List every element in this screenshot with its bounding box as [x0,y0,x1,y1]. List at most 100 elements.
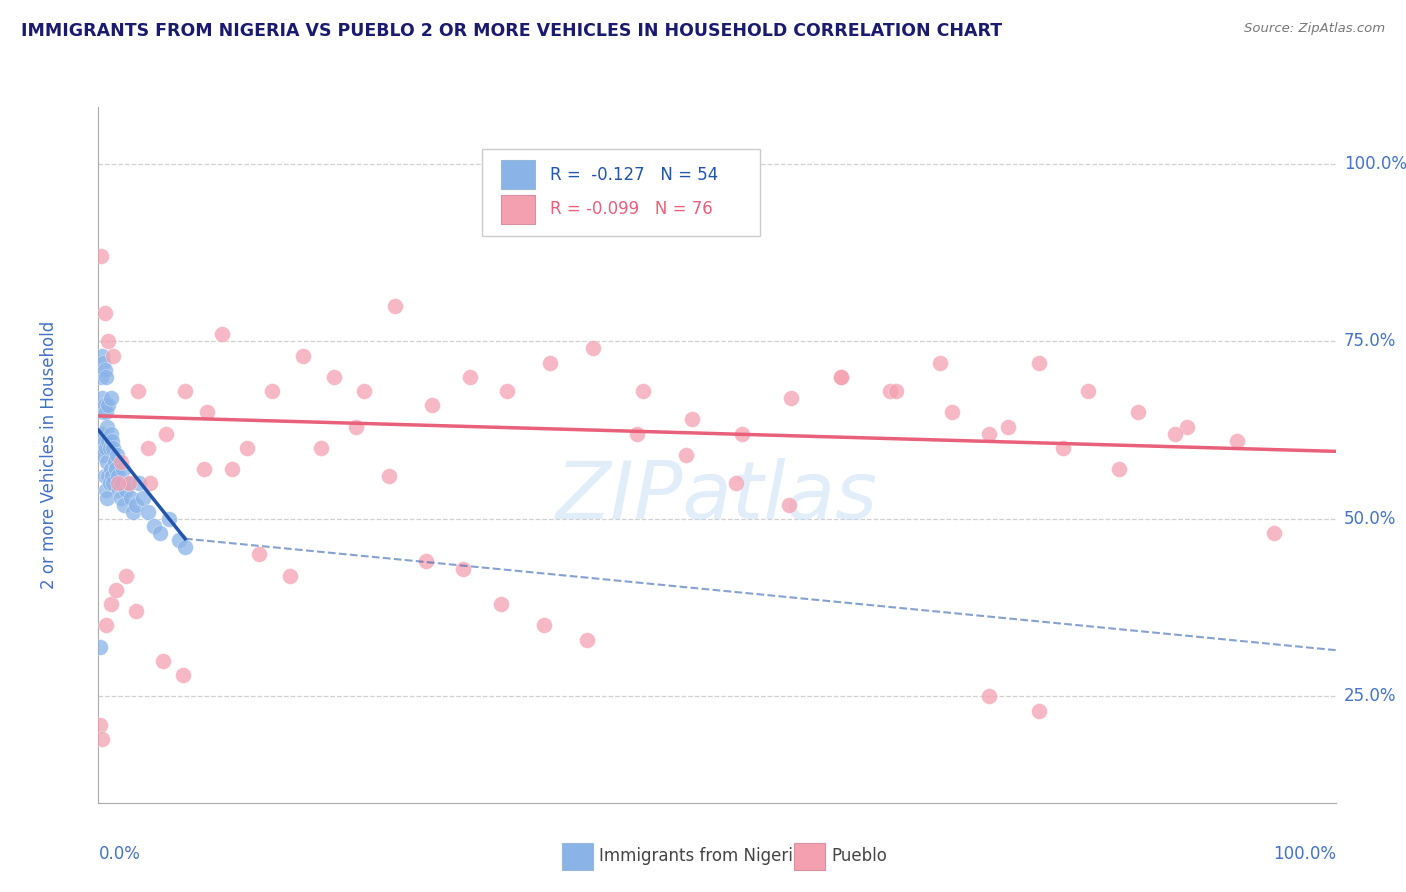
Point [97,334,120,349]
Point [128,476,150,491]
Point [626,426,648,441]
Point [97,434,120,448]
Text: Source: ZipAtlas.com: Source: ZipAtlas.com [1244,22,1385,36]
Point [1077,384,1099,398]
Point [1263,526,1285,541]
Point [193,462,215,476]
Point [675,448,697,462]
Text: Immigrants from Nigeria: Immigrants from Nigeria [599,847,803,865]
Point [155,426,177,441]
Point [1126,405,1149,419]
Point [103,441,125,455]
Point [94,441,117,455]
Point [681,412,703,426]
Point [1226,434,1249,448]
Text: Pueblo: Pueblo [831,847,887,865]
Point [124,604,146,618]
Point [576,632,599,647]
Point [291,349,314,363]
Point [1108,462,1130,476]
Point [93,306,115,320]
Point [415,554,437,568]
Point [731,426,754,441]
Point [979,690,1001,704]
Point [195,405,218,419]
Point [344,419,367,434]
Point [104,582,127,597]
Point [107,469,129,483]
Point [157,512,180,526]
Point [91,391,114,405]
Point [997,419,1019,434]
Point [91,349,114,363]
Point [152,654,174,668]
Point [221,462,243,476]
Point [353,384,375,398]
Point [93,356,115,370]
Point [260,384,283,398]
Point [489,597,512,611]
Point [110,455,132,469]
Point [167,533,190,548]
Point [93,448,115,462]
Point [114,483,136,498]
Point [91,731,114,746]
Bar [501,194,536,224]
Point [928,356,950,370]
Point [136,505,159,519]
Point [94,405,117,419]
Point [127,384,149,398]
Point [100,426,122,441]
Point [422,398,444,412]
Point [378,469,401,483]
Point [830,369,852,384]
Point [94,618,117,632]
Point [1028,704,1050,718]
Point [172,668,194,682]
Point [1028,356,1050,370]
Point [631,384,654,398]
Point [108,483,131,498]
Point [174,384,197,398]
Point [89,717,111,731]
Point [149,526,172,541]
Point [98,476,121,491]
Point [211,327,233,342]
Text: R =  -0.127   N = 54: R = -0.127 N = 54 [550,166,718,184]
Point [118,476,141,491]
Text: R = -0.099   N = 76: R = -0.099 N = 76 [550,201,713,219]
Point [100,597,122,611]
Point [100,462,122,476]
Point [96,419,118,434]
Point [1052,441,1074,455]
Point [139,476,162,491]
Point [830,369,852,384]
Point [91,426,114,441]
Point [122,505,145,519]
Point [96,455,118,469]
Point [103,476,125,491]
Point [100,391,122,405]
Point [89,640,111,654]
Point [97,398,120,412]
Text: IMMIGRANTS FROM NIGERIA VS PUEBLO 2 OR MORE VEHICLES IN HOUSEHOLD CORRELATION CH: IMMIGRANTS FROM NIGERIA VS PUEBLO 2 OR M… [21,22,1002,40]
Point [236,441,259,455]
Point [90,249,112,263]
Point [111,476,134,491]
Point [309,441,332,455]
Point [101,469,124,483]
Text: ZIPatlas: ZIPatlas [555,458,879,536]
Point [174,540,197,554]
Point [98,441,121,455]
Text: 75.0%: 75.0% [1344,333,1396,351]
Point [93,362,115,376]
Point [105,448,128,462]
Point [941,405,963,419]
Point [93,398,115,412]
Point [247,547,270,561]
Point [120,491,142,505]
Point [979,426,1001,441]
Text: 100.0%: 100.0% [1272,845,1336,863]
Point [112,462,135,476]
Point [114,568,136,582]
